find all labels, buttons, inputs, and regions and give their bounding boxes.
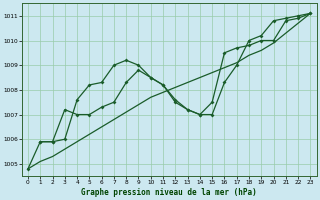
X-axis label: Graphe pression niveau de la mer (hPa): Graphe pression niveau de la mer (hPa)	[81, 188, 257, 197]
